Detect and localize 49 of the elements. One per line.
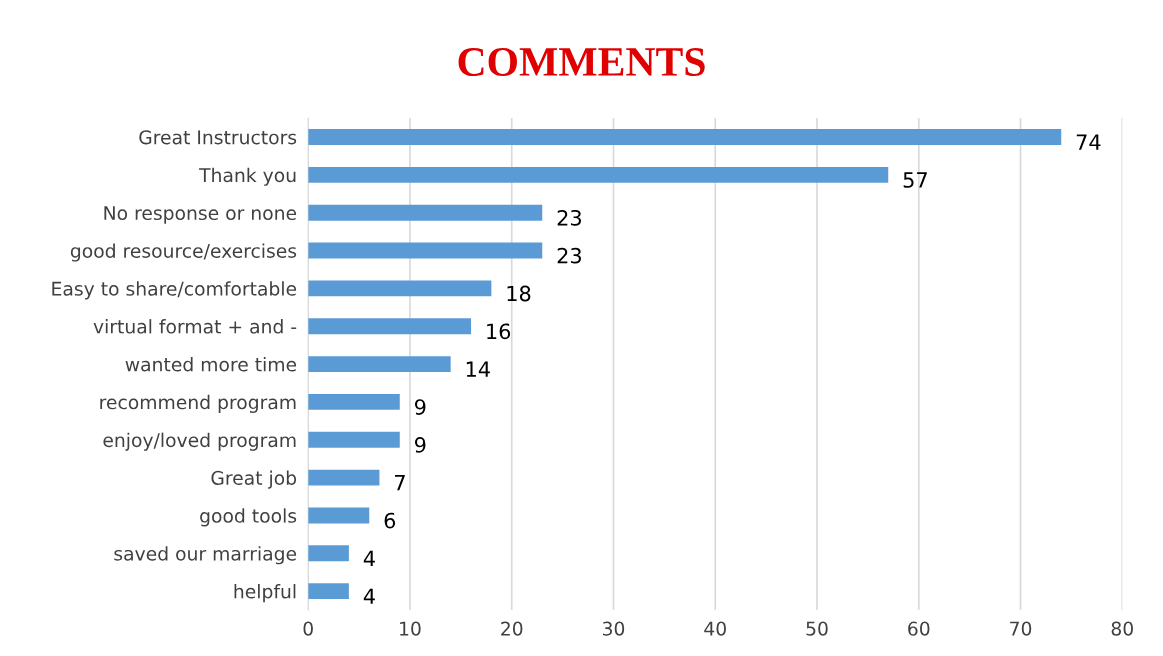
data-label: 16 — [487, 323, 511, 340]
data-label: 57 — [903, 172, 927, 188]
y-tick-label: Thank you — [199, 167, 296, 186]
x-tick-label: 70 — [1010, 621, 1032, 636]
bar — [308, 393, 400, 410]
data-label: 6 — [384, 512, 396, 529]
data-label: 23 — [557, 247, 581, 264]
y-tick-label: enjoy/loved program — [103, 432, 296, 451]
x-tick-label: 50 — [806, 621, 828, 636]
data-label: 7 — [395, 475, 405, 491]
y-tick-label: No response or none — [104, 206, 297, 224]
y-tick-label: good tools — [200, 508, 297, 527]
y-tick-label: virtual format + and - — [93, 319, 297, 334]
bar — [308, 280, 492, 297]
bar — [308, 318, 472, 335]
chart-title: COMMENTS — [458, 48, 705, 77]
y-tick-label: helpful — [234, 584, 296, 603]
data-label: 18 — [507, 285, 531, 302]
bar — [308, 507, 370, 524]
bar — [308, 166, 889, 183]
data-label: 14 — [466, 361, 490, 377]
bar — [308, 431, 400, 448]
x-tick-label: 10 — [400, 621, 421, 636]
y-tick-label: Great job — [211, 470, 297, 489]
data-label: 4 — [363, 588, 375, 604]
data-label: 4 — [363, 550, 375, 566]
y-tick-label: saved our marriage — [114, 546, 297, 565]
y-tick-label: recommend program — [100, 394, 296, 413]
bar — [308, 129, 1062, 145]
x-tick-label: 30 — [602, 621, 625, 636]
y-tick-label: wanted more time — [125, 356, 297, 372]
bar — [308, 545, 349, 562]
y-tick-label: good resource/exercises — [70, 243, 297, 262]
data-label: 23 — [557, 209, 581, 226]
data-label: 9 — [414, 437, 426, 453]
y-tick-label: Easy to share/comfortable — [52, 281, 297, 300]
bar — [308, 356, 451, 373]
data-label: 74 — [1076, 134, 1101, 150]
x-tick-label: 40 — [704, 621, 726, 636]
x-tick-label: 60 — [908, 621, 930, 636]
x-tick-label: 80 — [1111, 621, 1133, 636]
bar — [308, 469, 380, 486]
bar — [308, 204, 543, 221]
y-tick-label: Great Instructors — [139, 130, 297, 145]
x-tick-label: 0 — [303, 621, 313, 636]
bar — [308, 583, 349, 600]
x-tick-label: 20 — [501, 621, 523, 636]
data-label: 9 — [414, 399, 426, 415]
bar — [308, 242, 543, 259]
